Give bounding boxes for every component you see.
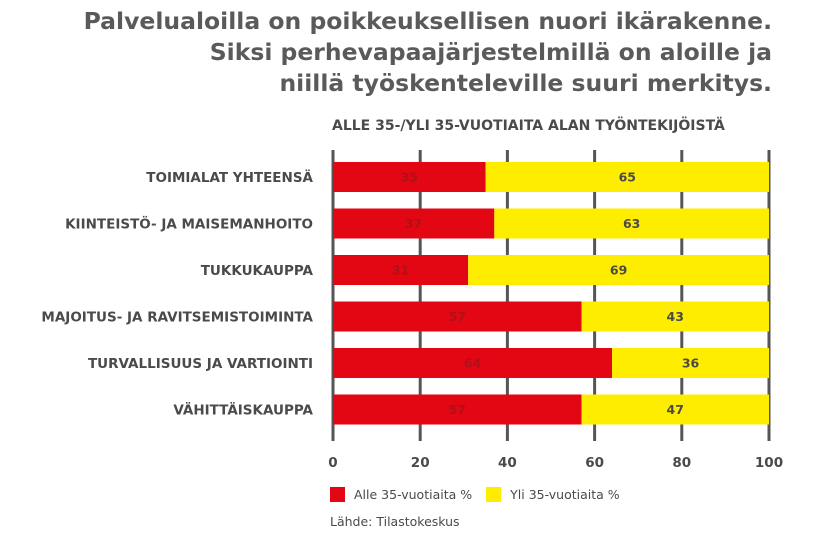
x-tick-label-20: 20 <box>411 455 430 471</box>
source-note: Lähde: Tilastokeskus <box>330 514 460 529</box>
bar-over-35-1 <box>494 208 769 239</box>
legend-swatch-over-35 <box>486 487 502 502</box>
bar-under-35-1 <box>333 208 495 239</box>
bar-over-35-2 <box>468 255 769 285</box>
data-label-under-35-1: 37 <box>405 216 422 231</box>
x-tick-label-40: 40 <box>498 455 517 471</box>
title-line-2: Siksi perhevapaajärjestelmillä on aloill… <box>209 38 772 66</box>
bar-over-35-4 <box>612 348 769 378</box>
data-label-under-35-2: 31 <box>392 263 409 278</box>
data-label-over-35-1: 63 <box>623 216 640 231</box>
data-label-under-35-0: 35 <box>401 170 418 185</box>
bar-under-35-5 <box>333 394 582 425</box>
bar-over-35-3 <box>581 301 769 332</box>
data-label-over-35-4: 36 <box>682 356 700 371</box>
bar-under-35-4 <box>333 348 613 378</box>
chart-subtitle: ALLE 35-/YLI 35-VUOTIAITA ALAN TYÖNTEKIJ… <box>332 118 725 134</box>
bar-under-35-0 <box>333 162 486 192</box>
bar-over-35-0 <box>485 162 769 192</box>
x-tick-label-60: 60 <box>585 455 604 471</box>
legend-item-over-35: Yli 35-vuotiaita % <box>486 487 620 502</box>
bar-under-35-3 <box>333 301 582 332</box>
title-line-3: niillä työskenteleville suuri merkitys. <box>279 69 772 97</box>
chart-title: Palvelualoilla on poikkeuksellisen nuori… <box>84 6 772 99</box>
x-tick-label-100: 100 <box>755 455 783 471</box>
data-label-over-35-2: 69 <box>610 263 627 278</box>
legend: Alle 35-vuotiaita % Yli 35-vuotiaita % <box>330 487 634 502</box>
bar-under-35-2 <box>333 255 469 285</box>
data-label-under-35-4: 64 <box>464 356 482 371</box>
category-label-3: MAJOITUS- JA RAVITSEMISTOIMINTA <box>41 310 313 326</box>
data-label-under-35-3: 57 <box>449 309 466 324</box>
legend-label-under-35: Alle 35-vuotiaita % <box>354 487 473 502</box>
x-tick-label-80: 80 <box>672 455 691 471</box>
legend-label-over-35: Yli 35-vuotiaita % <box>510 487 620 502</box>
legend-item-under-35: Alle 35-vuotiaita % <box>330 487 472 502</box>
category-label-4: TURVALLISUUS JA VARTIOINTI <box>88 356 313 372</box>
data-label-over-35-0: 65 <box>619 170 636 185</box>
category-label-1: KIINTEISTÖ- JA MAISEMANHOITO <box>65 215 313 233</box>
data-label-over-35-3: 43 <box>667 309 684 324</box>
category-label-5: VÄHITTÄISKAUPPA <box>173 402 313 419</box>
category-label-0: TOIMIALAT YHTEENSÄ <box>146 169 313 186</box>
x-tick-label-0: 0 <box>328 455 337 471</box>
data-label-under-35-5: 57 <box>449 402 466 417</box>
category-label-2: TUKKUKAUPPA <box>201 263 314 279</box>
data-label-over-35-5: 47 <box>667 402 684 417</box>
bar-over-35-5 <box>581 394 769 425</box>
legend-swatch-under-35 <box>330 487 345 502</box>
title-line-1: Palvelualoilla on poikkeuksellisen nuori… <box>83 7 772 35</box>
